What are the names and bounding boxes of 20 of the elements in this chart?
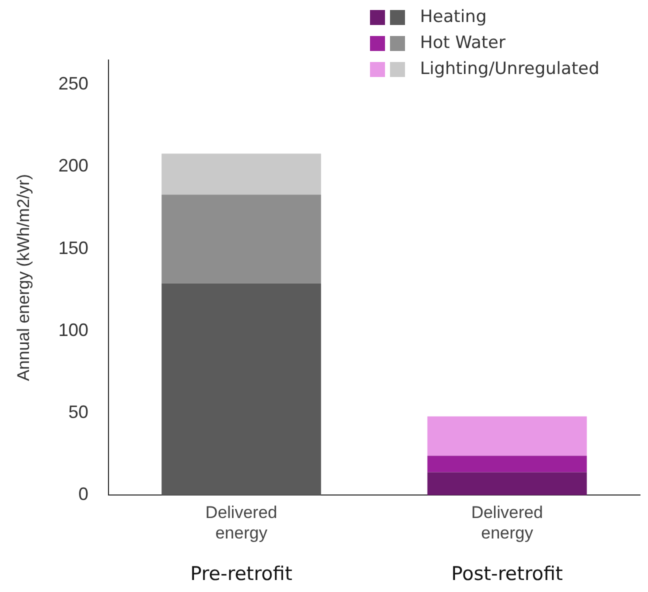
bar [427, 456, 587, 472]
legend-label: Hot Water [420, 33, 506, 53]
y-tick-label: 200 [58, 156, 88, 176]
x-tick-label: Delivered energy [471, 503, 544, 542]
y-tick-label: 100 [58, 320, 88, 340]
x-tick-label: Delivered energy [205, 503, 278, 542]
legend-label: Heating [420, 7, 487, 27]
bar [162, 154, 322, 195]
bar [427, 416, 587, 456]
y-tick-label: 0 [78, 484, 88, 504]
text: Pre-retrofit [190, 563, 292, 585]
y-axis-title: Annual energy (kWh/m2/yr) [14, 174, 33, 382]
bar [427, 472, 587, 496]
y-tick-label: 50 [68, 402, 88, 422]
bar [162, 283, 322, 496]
y-tick-label: 150 [58, 238, 88, 258]
legend-label: Lighting/Unregulated [420, 59, 600, 79]
bar [162, 194, 322, 284]
y-tick-label: 250 [58, 74, 88, 94]
text: Post-retrofit [451, 563, 563, 585]
